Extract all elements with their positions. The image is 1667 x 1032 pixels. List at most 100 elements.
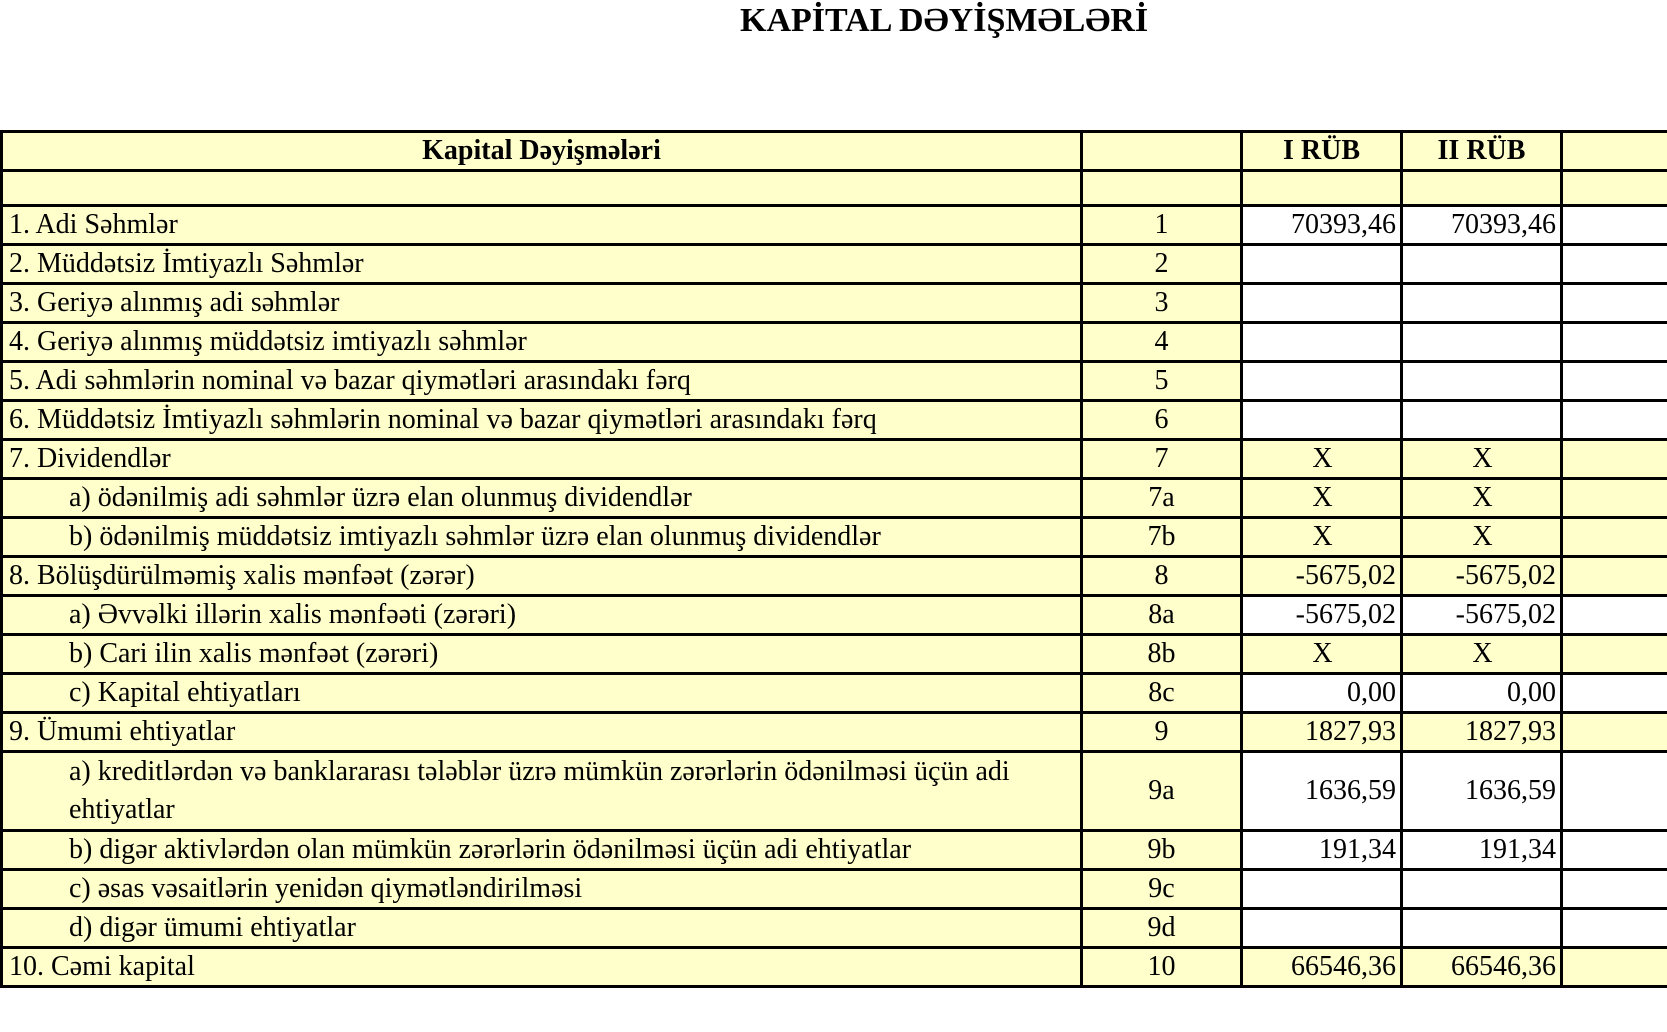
value-q1: X: [1240, 633, 1403, 675]
row-code: 8b: [1080, 633, 1243, 675]
value-extra: [1560, 516, 1667, 558]
row-code: 9a: [1080, 750, 1243, 832]
row-code: 6: [1080, 399, 1243, 441]
value-extra: [1560, 555, 1667, 597]
value-q2: 0,00: [1400, 672, 1563, 714]
row-label: c) əsas vəsaitlərin yenidən qiymətləndir…: [0, 868, 1083, 910]
row-label: 2. Müddətsiz İmtiyazlı Səhmlər: [0, 243, 1083, 285]
value-q2: 191,34: [1400, 829, 1563, 871]
row-code: 1: [1080, 204, 1243, 246]
value-q1: 70393,46: [1240, 204, 1403, 246]
row-label: 9. Ümumi ehtiyatlar: [0, 711, 1083, 753]
value-extra: [1560, 477, 1667, 519]
value-extra: [1560, 243, 1667, 285]
spacer-cell: [1080, 169, 1243, 207]
value-extra: [1560, 633, 1667, 675]
row-code: 10: [1080, 946, 1243, 988]
value-q2: X: [1400, 438, 1563, 480]
header-q1: I RÜB: [1240, 130, 1403, 172]
row-label: b) Cari ilin xalis mənfəət (zərəri): [0, 633, 1083, 675]
value-q1: 1827,93: [1240, 711, 1403, 753]
row-label: 4. Geriyə alınmış müddətsiz imtiyazlı sə…: [0, 321, 1083, 363]
row-code: 9b: [1080, 829, 1243, 871]
table-row: 4. Geriyə alınmış müddətsiz imtiyazlı sə…: [0, 321, 1667, 363]
value-q2: 1827,93: [1400, 711, 1563, 753]
value-q1: 0,00: [1240, 672, 1403, 714]
spacer-row: [0, 169, 1667, 207]
value-q2: [1400, 399, 1563, 441]
spacer-cell: [1560, 169, 1667, 207]
value-extra: [1560, 594, 1667, 636]
table-row: 6. Müddətsiz İmtiyazlı səhmlərin nominal…: [0, 399, 1667, 441]
row-label: 3. Geriyə alınmış adi səhmlər: [0, 282, 1083, 324]
value-q1: [1240, 399, 1403, 441]
value-extra: [1560, 438, 1667, 480]
row-label: 6. Müddətsiz İmtiyazlı səhmlərin nominal…: [0, 399, 1083, 441]
row-label: 5. Adi səhmlərin nominal və bazar qiymət…: [0, 360, 1083, 402]
value-q1: [1240, 868, 1403, 910]
row-code: 8: [1080, 555, 1243, 597]
row-label: a) kreditlərdən və banklararası tələblər…: [0, 750, 1083, 832]
table-row: a) ödənilmiş adi səhmlər üzrə elan olunm…: [0, 477, 1667, 519]
spacer-cell: [0, 169, 1083, 207]
value-q2: [1400, 321, 1563, 363]
value-q1: 191,34: [1240, 829, 1403, 871]
row-label: a) ödənilmiş adi səhmlər üzrə elan olunm…: [0, 477, 1083, 519]
row-label: a) Əvvəlki illərin xalis mənfəəti (zərər…: [0, 594, 1083, 636]
row-label: 10. Cəmi kapital: [0, 946, 1083, 988]
row-label: d) digər ümumi ehtiyatlar: [0, 907, 1083, 949]
value-q1: [1240, 282, 1403, 324]
value-q2: [1400, 907, 1563, 949]
row-code: 9c: [1080, 868, 1243, 910]
value-q1: 66546,36: [1240, 946, 1403, 988]
value-q1: [1240, 907, 1403, 949]
value-extra: [1560, 282, 1667, 324]
value-q1: -5675,02: [1240, 594, 1403, 636]
value-q2: [1400, 868, 1563, 910]
row-code: 4: [1080, 321, 1243, 363]
value-extra: [1560, 946, 1667, 988]
spacer-cell: [1400, 169, 1563, 207]
table-row: 2. Müddətsiz İmtiyazlı Səhmlər 2: [0, 243, 1667, 285]
value-extra: [1560, 711, 1667, 753]
row-code: 7a: [1080, 477, 1243, 519]
row-code: 8c: [1080, 672, 1243, 714]
value-q1: -5675,02: [1240, 555, 1403, 597]
row-label: b) digər aktivlərdən olan mümkün zərərlə…: [0, 829, 1083, 871]
table-row: 1. Adi Səhmlər 1 70393,46 70393,46: [0, 204, 1667, 246]
row-code: 7: [1080, 438, 1243, 480]
table-row: c) Kapital ehtiyatları 8c 0,00 0,00: [0, 672, 1667, 714]
row-label: 7. Dividendlər: [0, 438, 1083, 480]
table-row: 7. Dividendlər 7 X X: [0, 438, 1667, 480]
value-extra: [1560, 868, 1667, 910]
table-row: a) Əvvəlki illərin xalis mənfəəti (zərər…: [0, 594, 1667, 636]
page-title: KAPİTAL DƏYİŞMƏLƏRİ: [740, 2, 1149, 39]
value-extra: [1560, 204, 1667, 246]
table-row: 10. Cəmi kapital 10 66546,36 66546,36: [0, 946, 1667, 988]
row-label: 1. Adi Səhmlər: [0, 204, 1083, 246]
value-extra: [1560, 907, 1667, 949]
value-q1: [1240, 321, 1403, 363]
row-code: 2: [1080, 243, 1243, 285]
header-extra: [1560, 130, 1667, 172]
spacer-cell: [1240, 169, 1403, 207]
value-extra: [1560, 672, 1667, 714]
row-code: 7b: [1080, 516, 1243, 558]
value-extra: [1560, 399, 1667, 441]
value-q2: [1400, 243, 1563, 285]
header-code: [1080, 130, 1243, 172]
value-q1: 1636,59: [1240, 750, 1403, 832]
table-row: b) digər aktivlərdən olan mümkün zərərlə…: [0, 829, 1667, 871]
table-row: b) ödənilmiş müddətsiz imtiyazlı səhmlər…: [0, 516, 1667, 558]
value-extra: [1560, 321, 1667, 363]
value-q2: 1636,59: [1400, 750, 1563, 832]
table-row: c) əsas vəsaitlərin yenidən qiymətləndir…: [0, 868, 1667, 910]
value-q1: [1240, 243, 1403, 285]
value-q2: [1400, 360, 1563, 402]
value-q2: -5675,02: [1400, 555, 1563, 597]
header-row: Kapital Dəyişmələri I RÜB II RÜB: [0, 130, 1667, 172]
value-q2: X: [1400, 516, 1563, 558]
value-q2: X: [1400, 477, 1563, 519]
value-q2: [1400, 282, 1563, 324]
value-q1: X: [1240, 477, 1403, 519]
